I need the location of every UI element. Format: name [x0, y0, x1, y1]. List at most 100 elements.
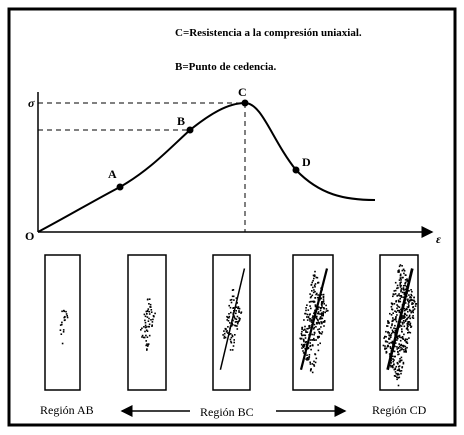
- speckle: [400, 343, 403, 346]
- speckle: [306, 331, 309, 333]
- speckle: [236, 302, 238, 304]
- speckle: [399, 282, 402, 285]
- speckle: [402, 344, 405, 347]
- speckle: [407, 332, 409, 334]
- speckle: [148, 303, 150, 305]
- speckle: [317, 311, 320, 313]
- point-d: [292, 166, 300, 174]
- speckle: [312, 328, 315, 330]
- speckle: [325, 310, 328, 312]
- speckle: [313, 333, 315, 336]
- speckle: [233, 299, 235, 301]
- speckle: [402, 317, 405, 319]
- speckle: [229, 349, 232, 351]
- speckle: [308, 318, 311, 320]
- speckle: [316, 315, 318, 318]
- speckle: [235, 306, 238, 308]
- speckle: [63, 310, 66, 313]
- speckle: [390, 366, 392, 368]
- speckle: [391, 323, 393, 325]
- specimen-box: [127, 254, 167, 391]
- speckle: [401, 321, 404, 324]
- speckle: [309, 313, 311, 315]
- speckle: [302, 350, 304, 352]
- speckle: [410, 293, 412, 296]
- speckle: [399, 324, 402, 327]
- speckle: [412, 317, 415, 319]
- speckle: [403, 307, 406, 310]
- speckle: [226, 319, 228, 321]
- speckle: [389, 364, 392, 367]
- speckle: [392, 331, 394, 333]
- speckle: [150, 319, 152, 321]
- speckle: [406, 308, 408, 311]
- speckle: [391, 303, 394, 306]
- speckle: [390, 334, 392, 336]
- speckle: [385, 336, 387, 338]
- speckle: [397, 377, 400, 379]
- speckle: [404, 338, 407, 340]
- speckle: [395, 300, 398, 302]
- speckle: [310, 307, 312, 310]
- speckle: [320, 313, 323, 316]
- speckle: [318, 331, 320, 333]
- speckle: [400, 289, 402, 291]
- speckle: [313, 277, 315, 280]
- speckle: [311, 333, 313, 336]
- speckle: [63, 316, 65, 319]
- label-c: C: [238, 85, 247, 99]
- speckle: [300, 332, 303, 335]
- speckle: [143, 336, 146, 339]
- speckle: [232, 289, 235, 291]
- speckle: [402, 346, 405, 348]
- speckle: [406, 314, 408, 317]
- speckle: [317, 296, 319, 299]
- speckle: [302, 343, 305, 346]
- speckle: [233, 339, 235, 341]
- speckle: [233, 315, 235, 317]
- speckle: [240, 311, 243, 313]
- speckle: [306, 328, 308, 330]
- speckle: [409, 296, 411, 299]
- speckle: [406, 346, 408, 349]
- speckle: [411, 310, 413, 313]
- speckle: [305, 330, 307, 332]
- speckle: [309, 345, 311, 348]
- speckle: [409, 322, 412, 325]
- label-d: D: [302, 155, 311, 169]
- speckle: [66, 316, 69, 319]
- speckle: [312, 286, 314, 289]
- speckle: [390, 326, 392, 329]
- speckle: [150, 311, 153, 313]
- speckle: [148, 317, 150, 320]
- speckle: [319, 342, 321, 345]
- speckle: [65, 310, 67, 313]
- speckle: [306, 359, 308, 361]
- speckle: [234, 317, 236, 320]
- speckle: [235, 312, 237, 315]
- speckle: [317, 294, 319, 296]
- speckle: [396, 369, 399, 371]
- speckle: [397, 351, 399, 353]
- fracture: [386, 268, 414, 371]
- speckle: [395, 317, 397, 319]
- speckle: [399, 284, 401, 286]
- speckle: [234, 334, 236, 336]
- speckle: [304, 328, 306, 331]
- speckle: [398, 334, 401, 337]
- speckle: [391, 329, 394, 332]
- speckle: [234, 321, 237, 323]
- specimens: [44, 254, 419, 391]
- speckle: [146, 349, 148, 351]
- speckle: [146, 330, 149, 332]
- speckle: [413, 301, 416, 303]
- speckle: [317, 308, 319, 310]
- speckle: [230, 325, 233, 327]
- speckle: [313, 365, 316, 367]
- speckle: [315, 276, 318, 279]
- speckle: [390, 314, 393, 316]
- speckle: [228, 317, 230, 319]
- speckle: [390, 362, 392, 364]
- speckle: [400, 295, 403, 297]
- speckle: [385, 350, 388, 353]
